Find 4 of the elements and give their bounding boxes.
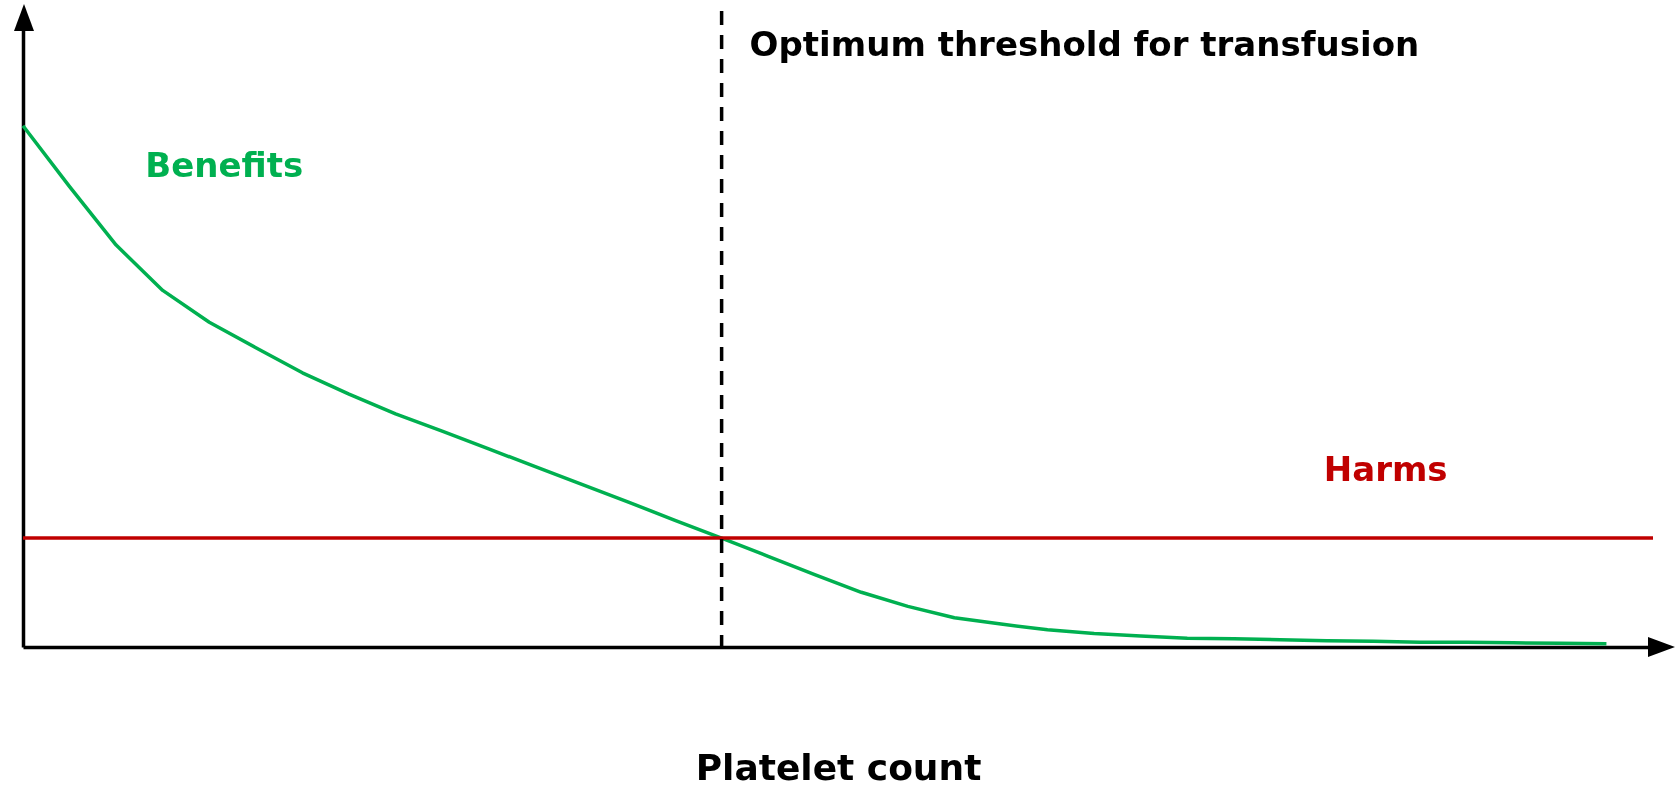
series-label: Benefits: [145, 145, 304, 186]
text: Optimum threshold for transfusion: [749, 24, 1420, 64]
x-axis-title: Platelet count: [695, 746, 982, 788]
series-label: Harms: [1323, 448, 1448, 489]
